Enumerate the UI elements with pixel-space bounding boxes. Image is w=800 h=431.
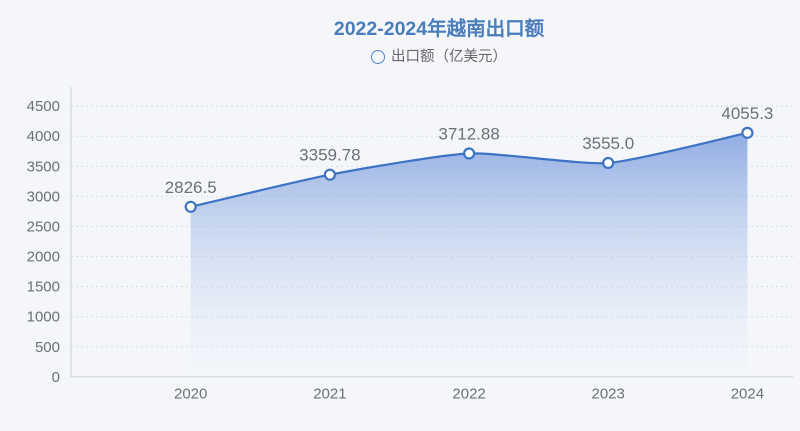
svg-text:3712.88: 3712.88 — [438, 125, 499, 144]
svg-text:4000: 4000 — [27, 128, 60, 145]
svg-text:2000: 2000 — [27, 249, 60, 266]
svg-text:2826.5: 2826.5 — [165, 178, 217, 197]
svg-text:500: 500 — [35, 339, 60, 356]
svg-text:1500: 1500 — [27, 279, 60, 296]
svg-text:2023: 2023 — [592, 386, 625, 403]
svg-text:4055.3: 4055.3 — [721, 104, 773, 123]
svg-text:3500: 3500 — [27, 158, 60, 175]
svg-text:3359.78: 3359.78 — [299, 146, 360, 165]
svg-text:2021: 2021 — [313, 386, 346, 403]
svg-text:0: 0 — [52, 369, 60, 386]
svg-text:2500: 2500 — [27, 219, 60, 236]
svg-text:2020: 2020 — [174, 386, 207, 403]
svg-text:3555.0: 3555.0 — [582, 134, 634, 153]
svg-text:2022: 2022 — [452, 386, 485, 403]
svg-text:4500: 4500 — [27, 98, 60, 115]
svg-text:3000: 3000 — [27, 188, 60, 205]
svg-text:1000: 1000 — [27, 309, 60, 326]
svg-text:2024: 2024 — [731, 386, 764, 403]
